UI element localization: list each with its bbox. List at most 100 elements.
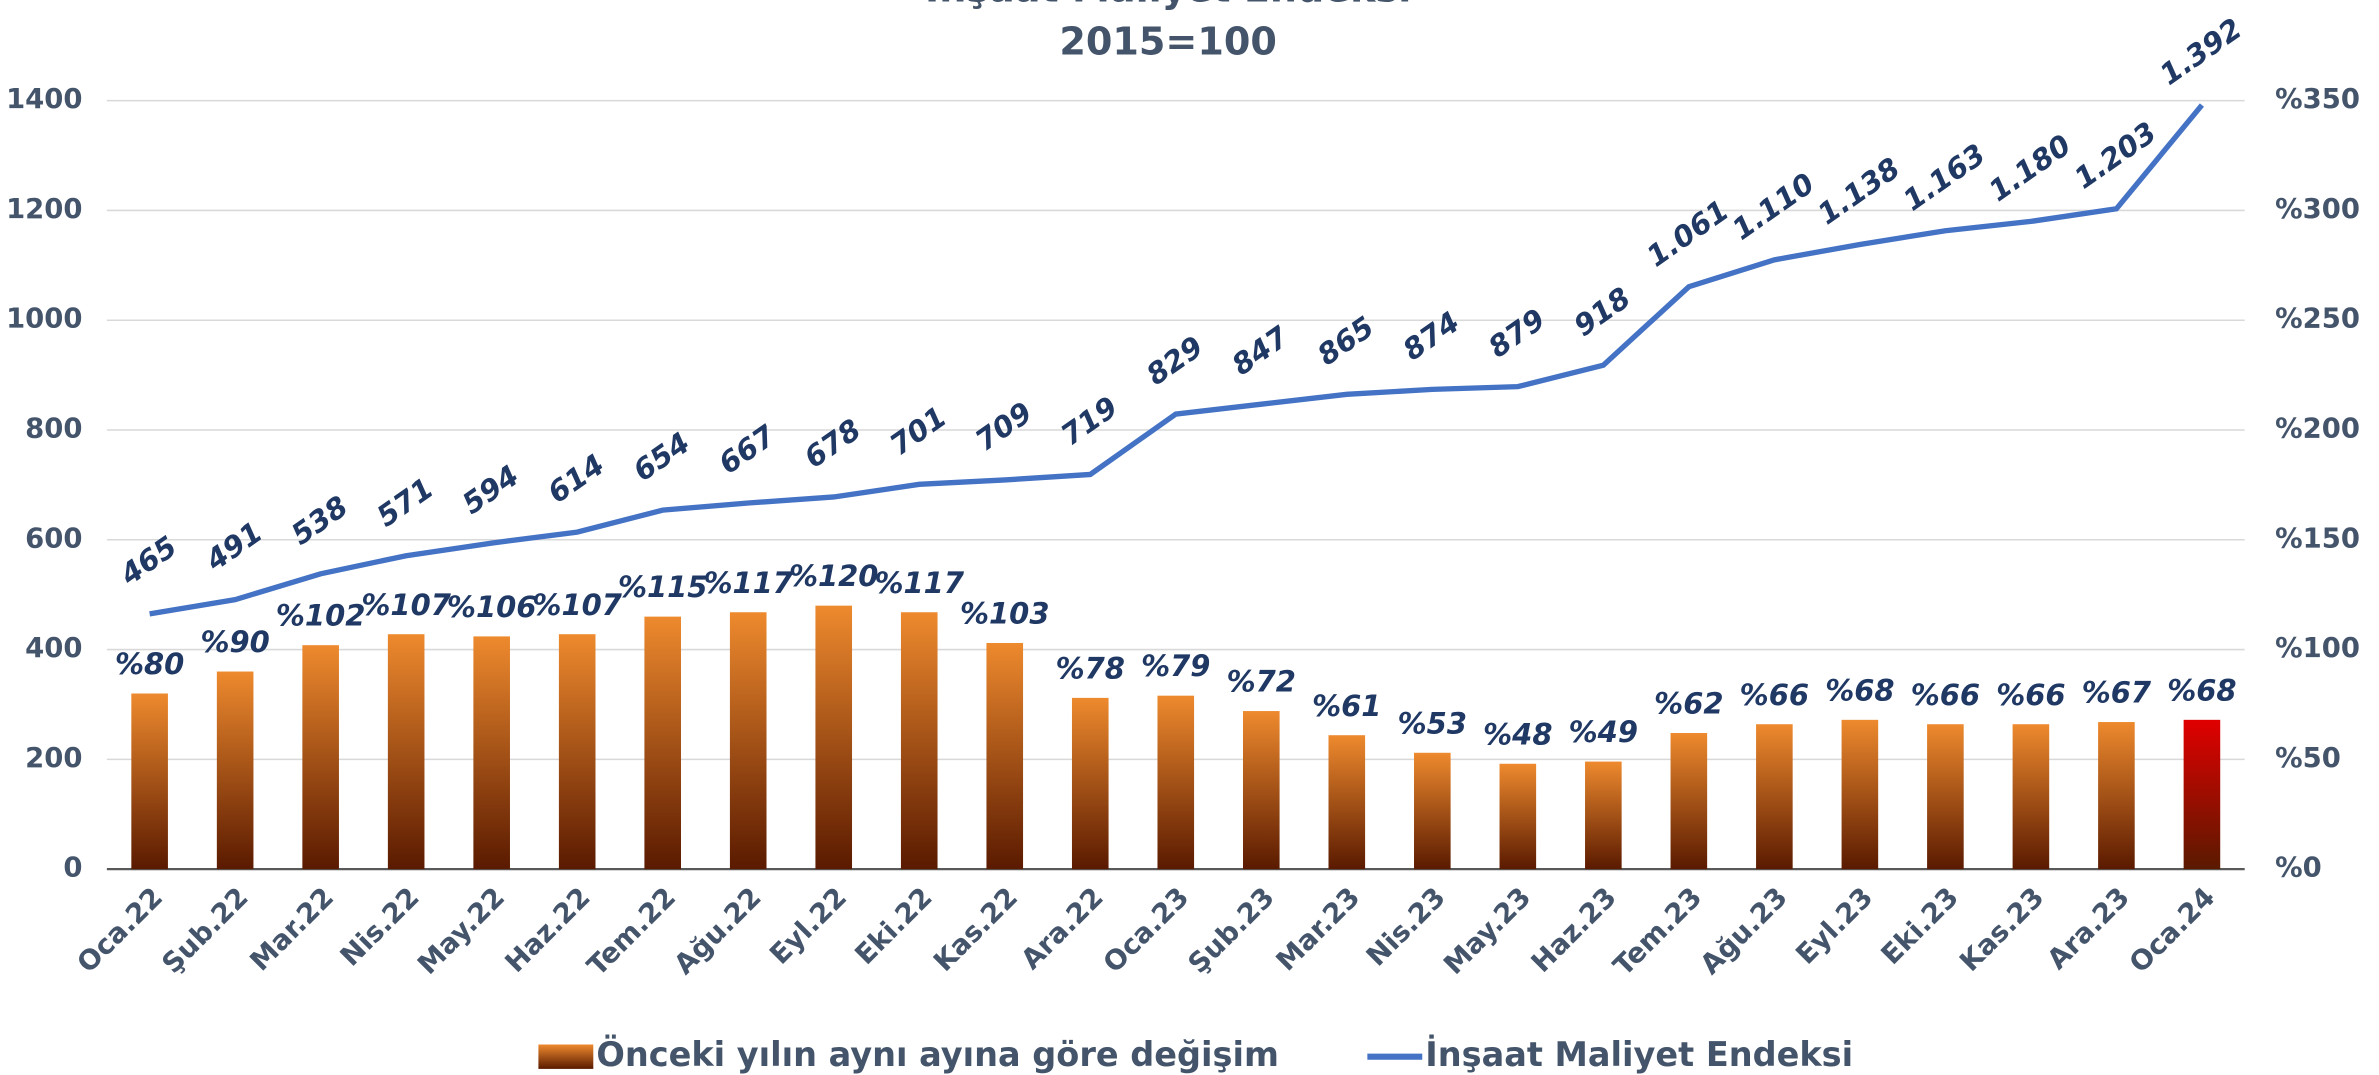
line-label: 654 xyxy=(627,425,696,488)
line-label: 1.163 xyxy=(1897,137,1992,217)
line-label: 667 xyxy=(713,418,783,481)
bar-label: %102 xyxy=(276,599,365,633)
x-tick-label: Mar.22 xyxy=(245,882,340,977)
bar-label: %117 xyxy=(703,566,793,600)
line-label: 701 xyxy=(884,400,953,463)
line-label: 594 xyxy=(456,458,525,521)
line-label: 719 xyxy=(1055,390,1124,453)
x-tick-label: Kas.22 xyxy=(928,882,1024,978)
x-tick-label: Ağu.22 xyxy=(669,882,768,981)
bar-label: %90 xyxy=(200,625,269,659)
bar xyxy=(387,634,425,870)
bar xyxy=(1157,695,1195,870)
line-label: 829 xyxy=(1140,329,1209,392)
bar xyxy=(815,605,853,870)
bar-label: %107 xyxy=(361,588,451,622)
chart-title: İnşaat Maliyet Endeksi xyxy=(925,0,1411,10)
y2-tick-label: %250 xyxy=(2275,304,2360,335)
bar-label: %66 xyxy=(1740,678,1809,712)
y2-tick-label: %200 xyxy=(2275,413,2360,444)
bar-label: %68 xyxy=(2167,673,2236,707)
bar xyxy=(131,693,168,870)
legend-label: Önceki yılın aynı ayına göre değişim xyxy=(596,1034,1279,1074)
bar-label: %49 xyxy=(1569,715,1638,749)
y2-tick-label: %350 xyxy=(2275,84,2360,115)
x-tick-label: Kas.23 xyxy=(1954,882,2050,978)
line-label: 678 xyxy=(798,412,867,475)
bar-label: %66 xyxy=(1911,678,1980,712)
chart-subtitle: 2015=100 xyxy=(1059,20,1277,64)
x-tick-label: Şub.23 xyxy=(1183,882,1281,980)
line-label: 1.138 xyxy=(1811,151,1906,231)
bar-label: %80 xyxy=(115,647,184,681)
y2-tick-label: %300 xyxy=(2275,194,2360,225)
y-tick-label: 800 xyxy=(25,413,82,444)
bar xyxy=(1585,761,1622,870)
bar xyxy=(644,616,682,870)
x-tick-label: Tem.22 xyxy=(582,882,682,982)
x-tick-label: Eki.23 xyxy=(1876,882,1965,971)
line-label: 465 xyxy=(113,529,183,592)
y-tick-label: 1400 xyxy=(6,84,82,115)
x-tick-label: Mar.23 xyxy=(1271,882,1366,977)
line-label: 1.061 xyxy=(1640,193,1735,273)
bar xyxy=(1328,735,1366,870)
y-tick-label: 1000 xyxy=(6,304,82,335)
line-label: 847 xyxy=(1226,319,1296,382)
bar xyxy=(302,645,339,870)
y2-tick-label: %150 xyxy=(2275,523,2360,554)
bar xyxy=(216,671,254,870)
bar xyxy=(1414,752,1451,870)
x-tick-label: Ara.22 xyxy=(1016,882,1110,976)
y-tick-label: 600 xyxy=(25,523,82,554)
y-tick-label: 1200 xyxy=(6,194,82,225)
bar-label: %48 xyxy=(1483,717,1552,751)
line-label: 1.203 xyxy=(2068,115,2163,195)
bar-label: %72 xyxy=(1227,665,1296,699)
bar-label: %61 xyxy=(1312,689,1381,723)
bar xyxy=(2012,724,2050,870)
bar-label: %62 xyxy=(1654,687,1723,721)
y2-tick-label: %0 xyxy=(2275,853,2322,884)
line-label: 614 xyxy=(542,447,611,510)
bar-label: %67 xyxy=(2082,676,2152,710)
bar xyxy=(1841,719,1879,870)
line-label: 1.180 xyxy=(1982,128,2077,208)
x-tick-label: Eyl.22 xyxy=(764,882,853,971)
y-tick-label: 200 xyxy=(25,743,82,774)
y2-tick-label: %50 xyxy=(2275,743,2341,774)
bar xyxy=(1499,763,1537,870)
bar-label: %68 xyxy=(1825,673,1894,707)
line-label: 571 xyxy=(370,471,439,534)
bar xyxy=(1071,697,1109,870)
x-tick-label: Ağu.23 xyxy=(1695,882,1794,981)
bar xyxy=(986,642,1024,870)
line-label: 879 xyxy=(1482,302,1551,365)
legend-label: İnşaat Maliyet Endeksi xyxy=(1425,1034,1853,1074)
bar-label: %53 xyxy=(1398,706,1467,740)
bar-label: %103 xyxy=(960,597,1050,631)
bar xyxy=(558,634,596,870)
line-label: 865 xyxy=(1311,310,1380,373)
bar-label: %79 xyxy=(1141,649,1210,683)
x-tick-label: Haz.22 xyxy=(500,882,597,979)
x-tick-label: Eyl.23 xyxy=(1790,882,1879,971)
bar-label: %120 xyxy=(789,559,879,593)
bar xyxy=(2098,722,2135,870)
bar-label: %106 xyxy=(447,590,537,624)
y-tick-label: 400 xyxy=(25,633,82,664)
y2-tick-label: %100 xyxy=(2275,633,2360,664)
line-label: 1.392 xyxy=(2153,11,2248,91)
bar-label: %115 xyxy=(618,570,708,604)
x-tick-label: May.23 xyxy=(1438,882,1537,981)
bar-label: %78 xyxy=(1056,651,1125,685)
x-tick-label: May.22 xyxy=(412,882,511,981)
bar xyxy=(900,612,938,870)
line-label: 491 xyxy=(199,515,269,578)
line-label: 709 xyxy=(969,395,1038,458)
line-label: 874 xyxy=(1397,305,1466,368)
x-tick-label: Haz.23 xyxy=(1526,882,1623,979)
x-tick-label: Tem.23 xyxy=(1608,882,1708,982)
bar-label: %66 xyxy=(1996,678,2065,712)
